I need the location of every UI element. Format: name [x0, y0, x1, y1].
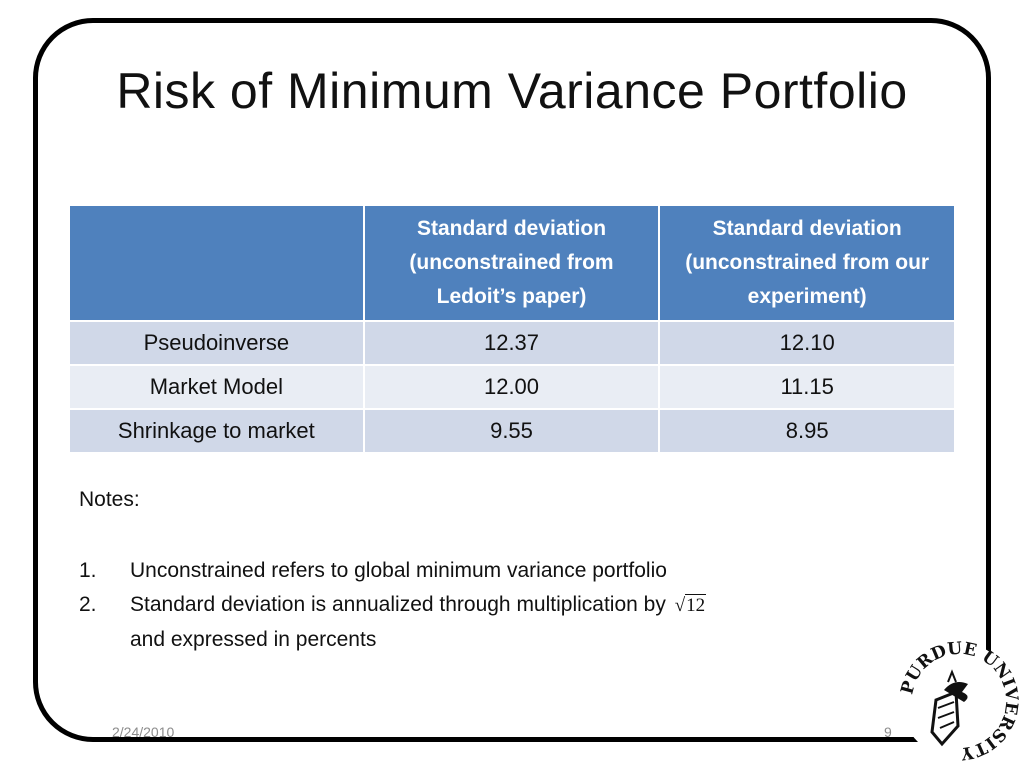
purdue-university-seal-icon: PURDUE UNIVERSITY [898, 640, 1020, 762]
list-text: Unconstrained refers to global minimum v… [130, 559, 667, 582]
cell-experiment: 8.95 [658, 408, 956, 454]
notes-heading: Notes: [79, 488, 140, 511]
sqrt-radicand: 12 [685, 594, 707, 616]
cell-ledoit: 9.55 [362, 408, 661, 454]
cell-experiment: 11.15 [658, 364, 956, 410]
list-number: 2. [79, 593, 97, 616]
list-number: 1. [79, 559, 97, 582]
cell-ledoit: 12.37 [362, 320, 661, 366]
footer-page-number: 9 [884, 724, 892, 740]
list-item: 1. Unconstrained refers to global minimu… [79, 554, 870, 588]
table-row: Shrinkage to market 9.55 8.95 [68, 408, 956, 454]
header-experiment: Standard deviation (unconstrained from o… [658, 204, 956, 322]
row-label: Pseudoinverse [68, 320, 365, 366]
results-table: Standard deviation (unconstrained from L… [68, 204, 956, 454]
sqrt-formula: √12 [674, 594, 707, 616]
slide-title: Risk of Minimum Variance Portfolio [116, 63, 908, 119]
cell-ledoit: 12.00 [362, 364, 661, 410]
list-text-continued: and expressed in percents [130, 628, 377, 651]
row-label: Market Model [68, 364, 365, 410]
footer-date: 2/24/2010 [112, 724, 175, 740]
table-row: Market Model 12.00 11.15 [68, 364, 956, 410]
header-ledoit: Standard deviation (unconstrained from L… [362, 204, 661, 322]
list-text: Standard deviation is annualized through… [130, 593, 666, 616]
list-item: 2. Standard deviation is annualized thro… [79, 588, 870, 623]
header-cell-empty [68, 204, 365, 322]
list-text-wrap: Standard deviation is annualized through… [130, 588, 870, 623]
row-label: Shrinkage to market [68, 408, 365, 454]
slide-frame [33, 18, 991, 742]
cell-experiment: 12.10 [658, 320, 956, 366]
notes-list: 1. Unconstrained refers to global minimu… [79, 554, 870, 657]
table-header-row: Standard deviation (unconstrained from L… [68, 204, 956, 322]
table-row: Pseudoinverse 12.37 12.10 [68, 320, 956, 366]
list-item-continuation: and expressed in percents [79, 623, 870, 657]
